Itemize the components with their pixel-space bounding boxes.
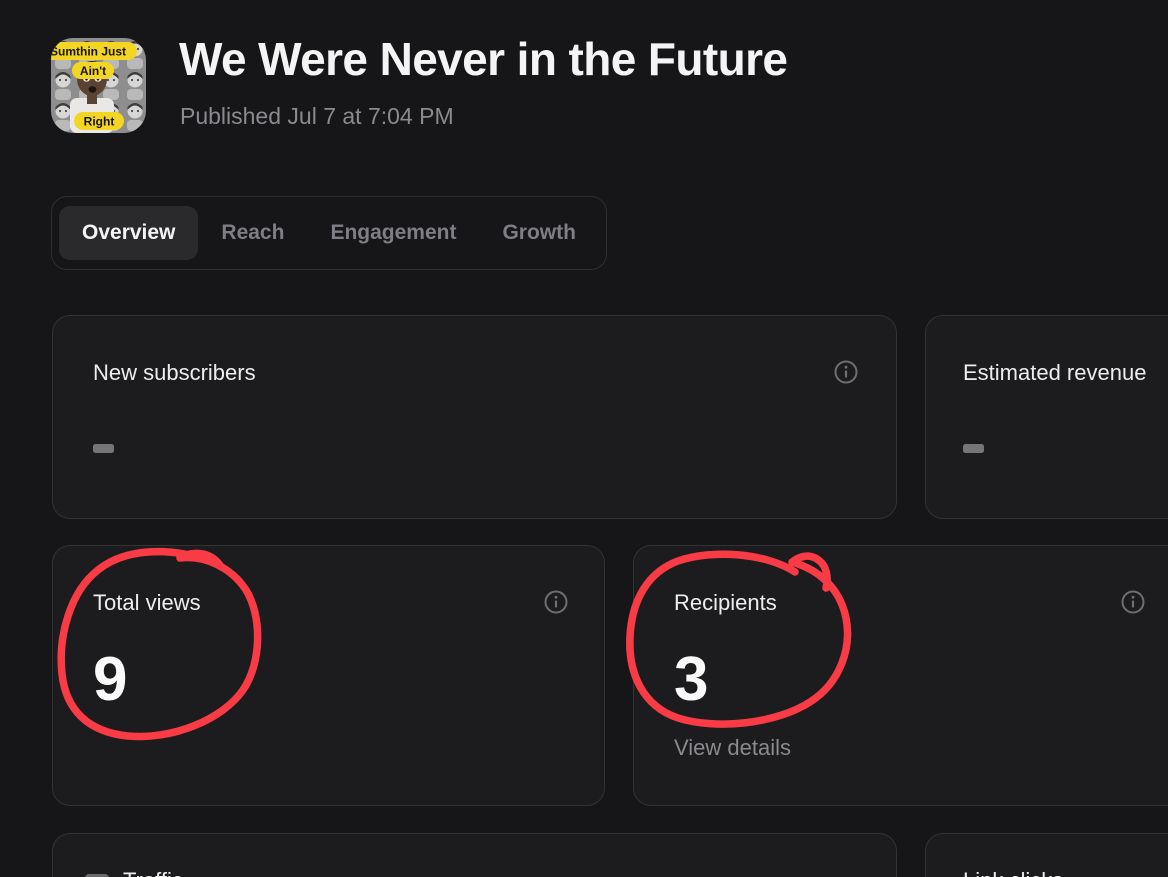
post-thumbnail: Sumthin Just Ain't Right [51, 38, 146, 133]
card-title: Total views [93, 590, 201, 615]
info-icon[interactable] [834, 360, 858, 384]
card-title: New subscribers [93, 360, 256, 385]
published-date: Published Jul 7 at 7:04 PM [180, 103, 454, 129]
card-link-clicks: Link clicks [925, 833, 1168, 877]
empty-value-dash [93, 444, 114, 453]
thumb-badge-bottom: Right [84, 115, 115, 129]
card-estimated-revenue: Estimated revenue [925, 315, 1168, 519]
view-details-link[interactable]: View details [674, 735, 791, 760]
card-new-subscribers: New subscribers [52, 315, 897, 519]
thumb-badge-mid: Ain't [80, 64, 106, 78]
total-views-value: 9 [93, 645, 128, 714]
thumb-badge-top: Sumthin Just [51, 45, 126, 59]
tab-overview[interactable]: Overview [59, 206, 199, 260]
stats-tabbar: Overview Reach Engagement Growth [51, 196, 607, 270]
card-recipients: Recipients 3 View details [633, 545, 1168, 806]
traffic-source-icon [85, 874, 109, 877]
post-thumbnail-art: Sumthin Just Ain't Right [51, 38, 146, 133]
card-title: Estimated revenue [963, 360, 1147, 385]
card-total-views: Total views 9 [52, 545, 605, 806]
info-icon[interactable] [544, 590, 568, 614]
card-title: Link clicks [963, 868, 1063, 877]
recipients-value: 3 [674, 645, 709, 714]
tab-growth[interactable]: Growth [502, 221, 576, 244]
empty-value-dash [963, 444, 984, 453]
info-icon[interactable] [1121, 590, 1145, 614]
tab-reach[interactable]: Reach [221, 221, 285, 244]
page-title: We Were Never in the Future [179, 33, 788, 85]
card-title: Recipients [674, 590, 777, 615]
card-title: Traffic [123, 868, 183, 877]
card-traffic: Traffic [52, 833, 897, 877]
tab-engagement[interactable]: Engagement [330, 221, 457, 244]
